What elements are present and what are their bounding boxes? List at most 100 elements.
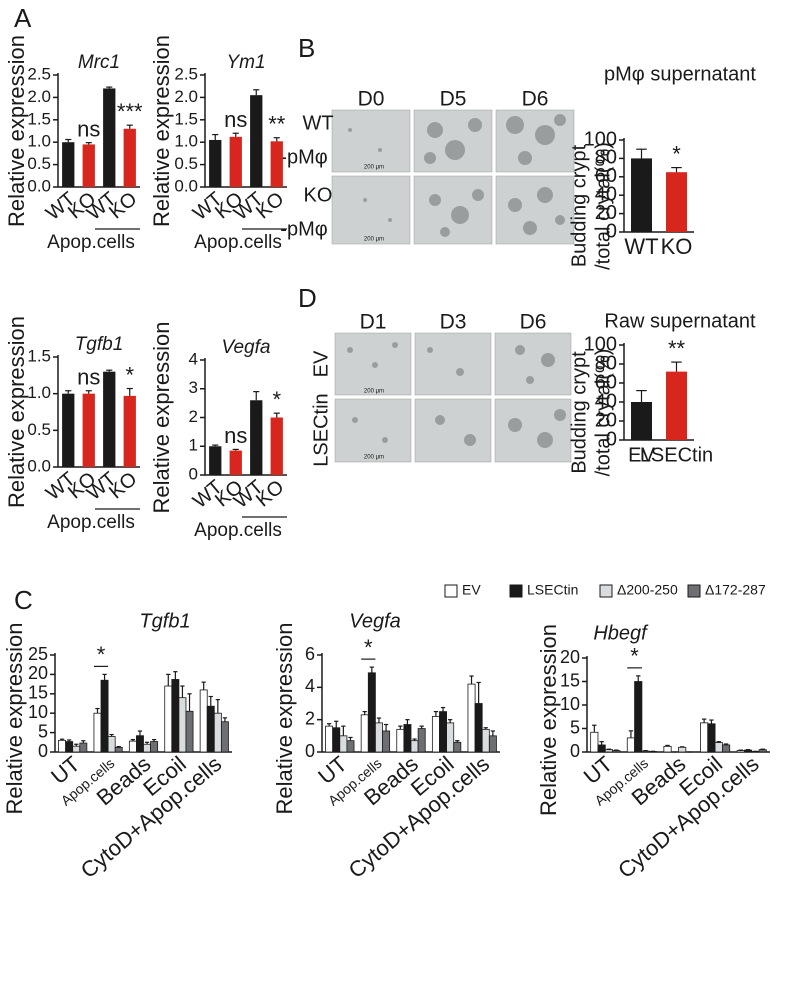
bar (107, 736, 116, 753)
y-tick-label: 0 (38, 741, 48, 761)
bar (666, 172, 687, 232)
bar (58, 739, 67, 753)
x-tick-label: WT (624, 234, 658, 259)
y-axis-label: Budding crypt (568, 351, 590, 474)
micrograph (414, 332, 492, 396)
significance: * (630, 644, 639, 669)
chart-title: Tgfb1 (75, 334, 124, 355)
chart-title: Hbegf (593, 622, 649, 644)
y-tick-label: 4 (189, 349, 198, 368)
group-label: Apop.cells (47, 512, 135, 533)
column-label: D6 (520, 311, 547, 334)
micrograph (494, 398, 572, 463)
chart-title: Mrc1 (78, 52, 120, 73)
y-tick-label: 0.0 (27, 176, 51, 195)
y-axis-label: Relative expression (149, 322, 174, 514)
bar (229, 136, 242, 187)
y-tick-label: 20 (595, 409, 617, 431)
bar (641, 750, 650, 753)
bar (439, 711, 448, 753)
bar (82, 144, 95, 187)
bar (758, 749, 767, 753)
bar (417, 728, 426, 753)
bar (481, 728, 490, 753)
significance: ** (268, 112, 286, 137)
bar (178, 697, 187, 753)
row-label: LSECtin (310, 393, 332, 466)
micrograph (334, 398, 412, 463)
y-tick-label: 1.0 (174, 132, 198, 151)
significance: * (364, 635, 373, 660)
bar (100, 679, 109, 753)
bar (136, 735, 144, 753)
legend-label: LSECtin (527, 582, 578, 598)
y-tick-label: 60 (595, 371, 617, 393)
bar (453, 741, 462, 753)
bar (467, 683, 476, 753)
significance: ns (77, 365, 100, 390)
bar (346, 740, 355, 753)
y-tick-label: 20 (560, 647, 580, 667)
y-tick-label: 1.0 (27, 132, 51, 151)
y-tick-label: 5 (38, 721, 48, 741)
scale-label: 200 μm (364, 165, 384, 171)
x-tick-label: LSECtin (640, 444, 713, 466)
y-tick-label: 6 (305, 644, 315, 664)
y-tick-label: 10 (28, 702, 48, 722)
y-tick-label: 2 (189, 407, 198, 426)
bar (250, 95, 263, 187)
bar (590, 731, 599, 753)
significance: *** (117, 99, 143, 124)
significance: * (272, 387, 281, 412)
chart-title: Ym1 (226, 52, 265, 73)
y-tick-label: 0 (305, 741, 315, 761)
group-label: Apop.cells (194, 232, 282, 253)
y-tick-label: 2.5 (174, 64, 198, 83)
bar (707, 723, 716, 753)
y-tick-label: 0.5 (27, 420, 51, 439)
y-tick-label: 0.0 (27, 456, 51, 475)
bar (410, 740, 419, 753)
panel-label: C (14, 585, 33, 615)
bar (722, 744, 731, 753)
chart-title: pMφ supernatant (604, 63, 756, 85)
y-tick-label: 80 (595, 352, 617, 374)
bar (250, 400, 263, 475)
y-tick-label: 10 (560, 694, 580, 714)
y-tick-label: 0.5 (174, 154, 198, 173)
image-grid: D1 D3 D6 EV LSECtin 200 μm 200 μm (310, 311, 572, 467)
bar (332, 727, 341, 753)
y-axis-label: /total crytal(%) (592, 142, 614, 270)
column-label: D1 (360, 311, 387, 334)
bar (123, 128, 136, 187)
scale-label: 200 μm (364, 455, 384, 461)
y-tick-label: 1.5 (27, 109, 51, 128)
y-axis-label: /total crytal(%) (592, 349, 614, 477)
bar (634, 681, 643, 753)
y-axis-label: Relative expression (272, 623, 297, 815)
bar (213, 712, 222, 753)
bar (171, 679, 180, 753)
bar (103, 371, 116, 467)
bar (93, 712, 102, 753)
bar (325, 725, 334, 753)
y-axis-label: Relative expression (2, 623, 27, 815)
significance: ns (224, 107, 247, 132)
bar (374, 722, 383, 753)
row-label: -pMφ (280, 218, 327, 240)
bar (631, 158, 652, 232)
legend-swatch (599, 584, 613, 598)
legend-label: Δ200-250 (617, 582, 678, 598)
bar (382, 730, 391, 753)
image-grid: D0 D5 D6 WT -pMφ KO -pMφ 200 μm 200 μm (280, 88, 575, 245)
bar (114, 746, 123, 753)
y-tick-label: 2.0 (174, 87, 198, 106)
organoids (348, 114, 566, 237)
y-tick-label: 20 (28, 663, 48, 683)
y-axis-label: Relative expression (149, 35, 174, 227)
bar (72, 745, 81, 753)
bar (743, 749, 753, 753)
bar (626, 737, 635, 753)
y-tick-label: 0 (606, 220, 617, 242)
